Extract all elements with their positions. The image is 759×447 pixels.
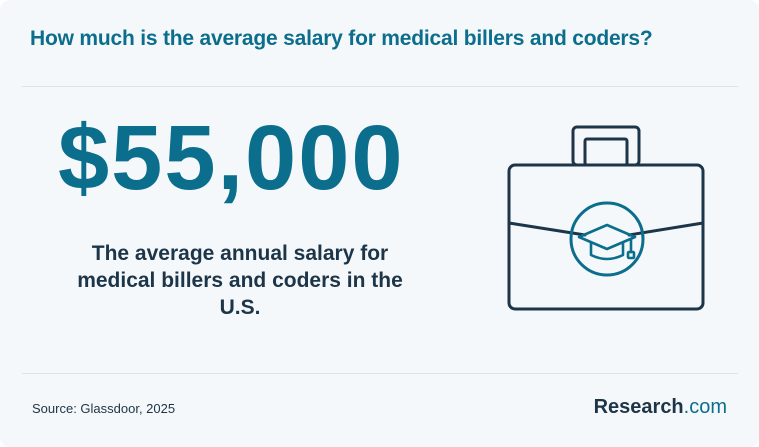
brand-logo[interactable]: Research.com [594, 396, 727, 419]
briefcase-icon [505, 125, 710, 313]
page-title: How much is the average salary for medic… [30, 27, 653, 50]
graduation-cap-icon [577, 223, 637, 261]
salary-value: $55,000 [58, 107, 405, 209]
salary-description: The average annual salary for medical bi… [77, 242, 403, 319]
bottom-divider [22, 373, 738, 374]
brand-suffix: .com [683, 396, 727, 418]
brand-name: Research [593, 396, 684, 418]
source-note: Source: Glassdoor, 2025 [32, 401, 176, 416]
top-divider [22, 86, 738, 87]
